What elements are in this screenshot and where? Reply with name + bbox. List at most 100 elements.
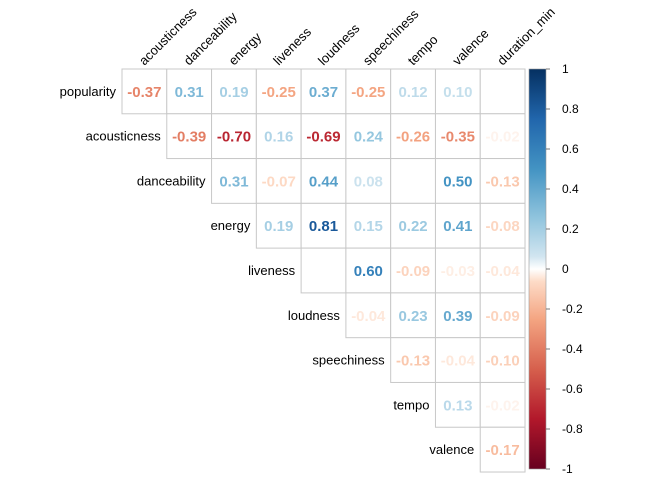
matrix-cell: [345, 158, 392, 204]
cell-value: -0.04: [486, 263, 521, 280]
colorbar-tick-label: 0: [562, 262, 569, 276]
matrix-cell: [390, 337, 436, 383]
matrix-cell: [211, 158, 257, 204]
cell-value: 0.44: [309, 173, 339, 190]
cell-value: 0.39: [443, 308, 472, 325]
column-label: energy: [225, 29, 264, 68]
cell-value: -0.13: [486, 173, 520, 190]
cell-value: -0.70: [217, 129, 251, 146]
column-label: valence: [449, 26, 491, 68]
row-labels: popularity acousticness danceability energy…: [60, 84, 475, 457]
cell-value: -0.69: [306, 129, 340, 146]
row-label: loudness: [288, 308, 341, 323]
matrix-cell: [390, 202, 436, 249]
cell-value: -0.39: [172, 129, 206, 146]
cell-value: 0.13: [443, 397, 472, 414]
cell-value: 0.08: [354, 173, 383, 190]
cell-value: -0.37: [127, 84, 161, 101]
cell-value: -0.04: [441, 353, 476, 370]
matrix-cell: [345, 202, 392, 249]
colorbar-tick-label: 0.4: [562, 182, 579, 196]
cell-value: -0.07: [262, 173, 296, 190]
cell-value: 0.41: [443, 218, 472, 235]
cell-value: 0.10: [443, 84, 472, 101]
colorbar-tick-label: 0.6: [562, 142, 579, 156]
cell-value: 0.15: [354, 218, 383, 235]
row-label: acousticness: [86, 129, 162, 144]
matrix-cell: [434, 113, 481, 160]
cell-value: -0.25: [262, 84, 296, 101]
row-label: energy: [211, 218, 251, 233]
cell-value: 0.60: [354, 263, 383, 280]
cell-value: 0.37: [309, 84, 338, 101]
matrix-cell: [479, 68, 526, 115]
matrix-cell: [255, 158, 302, 204]
column-label: tempo: [405, 32, 441, 68]
colorbar-tick-label: -0.8: [562, 422, 583, 436]
cell-value: -0.03: [441, 263, 475, 280]
matrix-cell: [300, 158, 347, 204]
cell-value: 0.50: [443, 173, 472, 190]
matrix-cell: [166, 68, 213, 115]
cell-value: -0.26: [396, 129, 430, 146]
row-label: liveness: [248, 263, 295, 278]
column-label: loudness: [315, 20, 363, 68]
colorbar: 1 0.8 0.6 0.4 0.2 0 -0.2 -0.4 -0.6 -0.8 -1: [528, 62, 583, 476]
cell-value: 0.23: [398, 308, 427, 325]
matrix-cell: [255, 113, 302, 160]
cell-value: -0.17: [486, 442, 520, 459]
cell-value: -0.13: [396, 353, 430, 370]
matrix-cell: [255, 202, 302, 249]
matrix-grid: [121, 68, 526, 473]
cell-value: 0.12: [398, 84, 427, 101]
colorbar-tick-label: -0.2: [562, 302, 583, 316]
matrix-cell: [434, 158, 481, 204]
colorbar-tick-label: 1: [562, 62, 569, 76]
matrix-cell: [166, 113, 213, 160]
matrix-cell: [479, 426, 526, 473]
matrix-cell: [345, 113, 392, 160]
cell-value: 0.24: [354, 129, 384, 146]
cell-value: 0.81: [309, 218, 338, 235]
matrix-cell: [479, 337, 526, 383]
cell-value: 0.31: [175, 84, 204, 101]
cell-value: -0.25: [351, 84, 385, 101]
matrix-cell: [390, 292, 436, 339]
matrix-cell: [479, 202, 526, 249]
cell-value: -0.35: [441, 129, 475, 146]
colorbar-tick-label: 0.2: [562, 222, 579, 236]
row-label: speechiness: [312, 353, 385, 368]
matrix-cell: [434, 202, 481, 249]
colorbar-gradient: [528, 68, 547, 470]
cell-value: -0.10: [486, 353, 520, 370]
cell-value: -0.09: [396, 263, 430, 280]
column-label: liveness: [270, 24, 314, 68]
matrix-cell: [345, 292, 392, 339]
colorbar-tick-label: -0.4: [562, 342, 583, 356]
row-label: valence: [429, 442, 474, 457]
matrix-values: -0.37 0.31 0.19 -0.25 0.37 -0.25 0.12 0.10 -0.39…: [127, 84, 520, 459]
row-label: popularity: [60, 84, 117, 99]
cell-value: 0.31: [219, 173, 248, 190]
cell-value: 0.22: [398, 218, 427, 235]
matrix-cell: [479, 381, 526, 428]
column-label: duration_min: [494, 4, 558, 68]
matrix-cell: [479, 113, 526, 160]
cell-value: -0.02: [486, 397, 520, 414]
matrix-cell: [479, 158, 526, 204]
colorbar-tick-label: -0.6: [562, 382, 583, 396]
matrix-cell: [390, 158, 436, 204]
matrix-cell: [434, 381, 481, 428]
cell-value: 0.19: [219, 84, 248, 101]
cell-value: 0.16: [264, 129, 293, 146]
cell-value: -0.04: [351, 308, 386, 325]
row-label: danceability: [137, 173, 206, 188]
colorbar-tick-label: 0.8: [562, 102, 579, 116]
colorbar-tick-label: -1: [562, 462, 573, 476]
matrix-cell: [121, 68, 168, 115]
cell-value: -0.09: [486, 308, 520, 325]
cell-value: -0.08: [486, 218, 520, 235]
matrix-cell: [479, 292, 526, 339]
